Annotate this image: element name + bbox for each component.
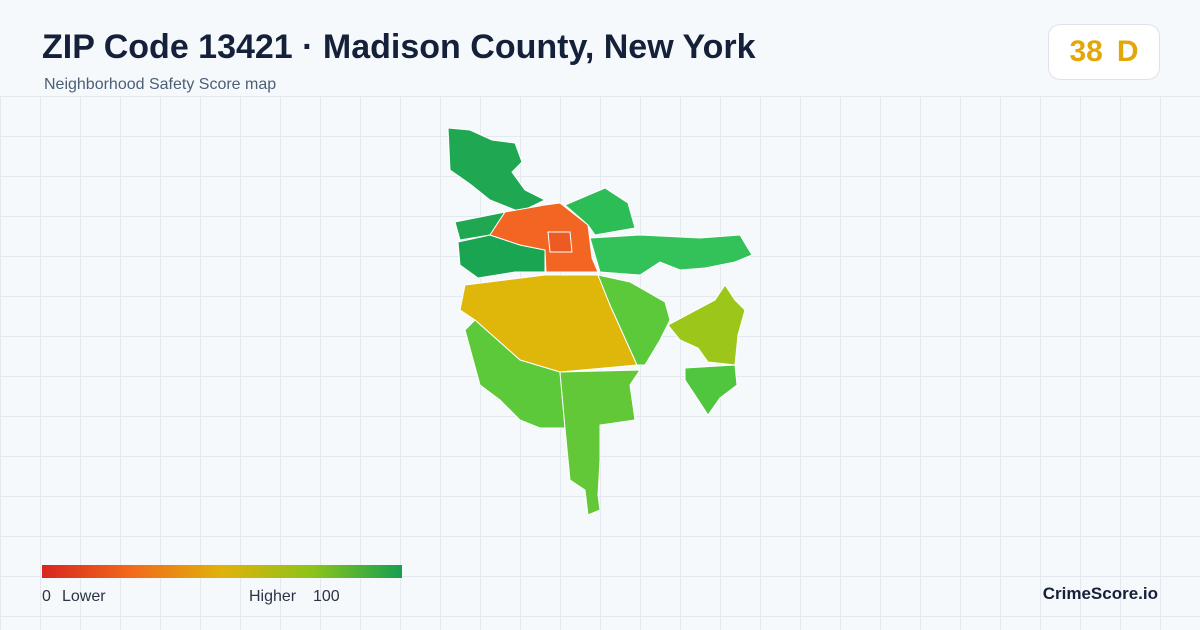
- region: [547, 231, 573, 253]
- legend-gradient: [42, 565, 402, 578]
- region: [559, 369, 641, 516]
- region: [597, 274, 671, 366]
- region: [564, 187, 636, 236]
- region: [464, 319, 566, 429]
- subtitle: Neighborhood Safety Score map: [44, 76, 277, 93]
- legend-max-label: Higher: [249, 588, 297, 605]
- legend-min: 0: [42, 588, 51, 605]
- region: [447, 127, 547, 213]
- region: [667, 284, 746, 366]
- brand: CrimeScore.io: [1042, 584, 1158, 603]
- score-value: 38: [1069, 35, 1103, 68]
- score-card: 38 D: [1048, 24, 1160, 80]
- legend-max: 100: [313, 588, 340, 605]
- region: [684, 364, 738, 416]
- title: ZIP Code 13421 · Madison County, New Yor…: [42, 28, 756, 66]
- region: [459, 274, 638, 373]
- region: [489, 202, 599, 273]
- score-grade: D: [1116, 35, 1139, 68]
- legend-min-label: Lower: [62, 588, 106, 605]
- region: [589, 234, 753, 276]
